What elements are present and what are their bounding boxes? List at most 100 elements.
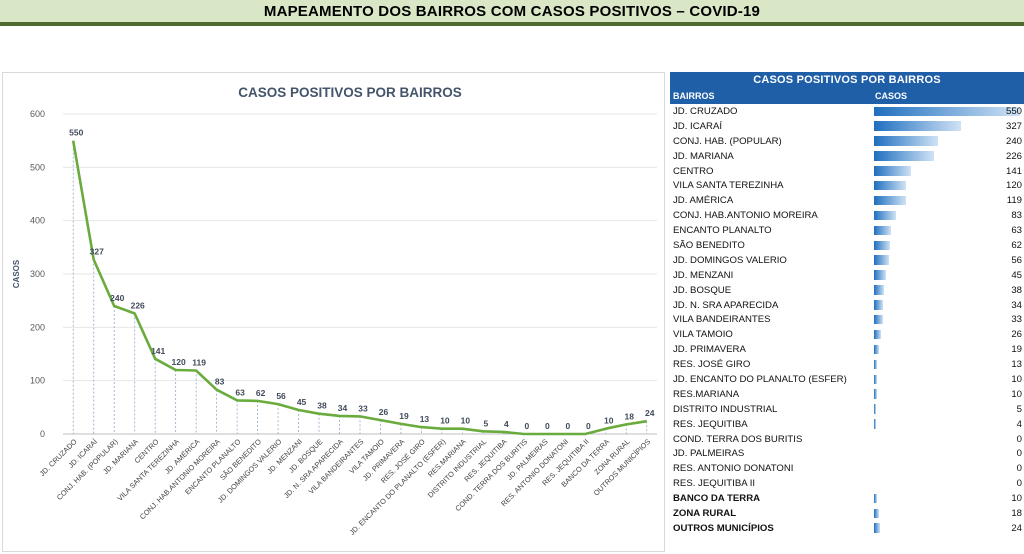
table-row: DISTRITO INDUSTRIAL 5	[670, 402, 1024, 417]
row-data-bar	[874, 225, 891, 236]
row-data-bar	[874, 180, 906, 191]
line-chart: CASOS POSITIVOS POR BAIRROSCASOS01002003…	[12, 85, 657, 537]
table-row: JD. BOSQUE 38	[670, 283, 1024, 298]
data-label: 45	[297, 397, 307, 407]
row-cases-value: 0	[1016, 463, 1022, 475]
row-bairro-name: JD. AMÉRICA	[673, 195, 734, 207]
row-data-bar	[874, 151, 934, 161]
series-line	[71, 140, 648, 436]
table-row: JD. PRIMAVERA 19	[670, 342, 1024, 357]
chart-title: CASOS POSITIVOS POR BAIRROS	[238, 85, 462, 100]
row-cases-value: 550	[1005, 106, 1022, 117]
table-row: RES.MARIANA 10	[670, 387, 1024, 402]
row-data-bar	[874, 374, 877, 385]
table-row: JD. N. SRA APARECIDA 34	[670, 298, 1024, 313]
row-bairro-name: CENTRO	[673, 165, 714, 177]
row-bairro-name: JD. CRUZADO	[673, 106, 738, 117]
data-label: 18	[625, 411, 635, 421]
row-bairro-name: RES. JEQUITIBA II	[673, 478, 756, 490]
table-row: RES. JOSÉ GIRO 13	[670, 357, 1024, 372]
data-label: 34	[338, 403, 348, 413]
row-cases-value: 141	[1005, 165, 1022, 177]
data-label: 5	[484, 418, 489, 428]
table-row: VILA TAMOIO 26	[670, 327, 1024, 342]
row-cases-value: 34	[1011, 299, 1022, 311]
row-cases-value: 5	[1016, 403, 1022, 415]
row-cases-value: 63	[1011, 225, 1022, 237]
data-label: 0	[524, 421, 529, 431]
table-row: JD. MARIANA 226	[670, 149, 1024, 164]
row-data-bar	[874, 106, 1020, 116]
row-cases-value: 119	[1006, 195, 1022, 207]
table-row: RES. JEQUITIBA II 0	[670, 476, 1024, 491]
row-bairro-name: JD. PALMEIRAS	[673, 448, 745, 460]
data-label: 33	[358, 403, 368, 413]
data-label: 4	[504, 419, 509, 429]
y-axis-label: CASOS	[12, 259, 21, 288]
data-label: 141	[151, 346, 165, 356]
row-data-bar	[874, 270, 886, 280]
data-label: 0	[565, 421, 570, 431]
data-label: 10	[604, 416, 614, 426]
row-data-bar	[874, 508, 879, 519]
row-data-bar	[874, 523, 881, 533]
row-cases-value: 24	[1011, 522, 1022, 534]
row-cases-value: 226	[1005, 150, 1022, 162]
data-label: 24	[645, 408, 655, 418]
data-label: 120	[172, 357, 186, 367]
row-data-bar	[874, 359, 878, 370]
data-label: 226	[131, 300, 145, 310]
row-cases-value: 120	[1005, 180, 1022, 192]
row-bairro-name: ENCANTO PLANALTO	[673, 225, 772, 237]
row-cases-value: 10	[1011, 493, 1022, 505]
row-bairro-name: CONJ. HAB. (POPULAR)	[673, 135, 782, 147]
row-data-bar	[874, 195, 906, 206]
table-row: COND. TERRA DOS BURITIS 0	[670, 432, 1024, 447]
table-row: RES. JEQUITIBA 4	[670, 417, 1024, 432]
data-label: 327	[90, 247, 104, 257]
table-row: JD. ICARAÍ 327	[670, 119, 1024, 134]
table-body: JD. CRUZADO 550 JD. ICARAÍ 327 CONJ. HAB. (P…	[670, 104, 1024, 536]
row-cases-value: 0	[1016, 433, 1022, 445]
data-label: 38	[317, 401, 327, 411]
banner-title: MAPEAMENTO DOS BAIRROS COM CASOS POSITIV…	[263, 2, 761, 20]
table-row: JD. AMÉRICA 119	[670, 193, 1024, 208]
data-label: 119	[192, 358, 206, 368]
row-bairro-name: RES.MARIANA	[673, 388, 740, 400]
table-row: CONJ. HAB.ANTONIO MOREIRA 83	[670, 208, 1024, 223]
row-cases-value: 0	[1016, 478, 1022, 490]
row-data-bar	[874, 493, 877, 504]
data-label: 83	[215, 377, 225, 387]
row-bairro-name: RES. JOSÉ GIRO	[673, 359, 751, 371]
row-data-bar	[874, 419, 876, 429]
row-cases-value: 83	[1011, 210, 1022, 222]
data-label: 63	[235, 387, 245, 397]
row-bairro-name: SÃO BENEDITO	[673, 240, 745, 252]
row-data-bar	[874, 255, 889, 265]
table-row: VILA SANTA TEREZINHA 120	[670, 178, 1024, 193]
col-header-bairros: BAIRROS	[673, 91, 715, 101]
table-row: JD. PALMEIRAS 0	[670, 446, 1024, 461]
row-bairro-name: OUTROS MUNICÍPIOS	[673, 522, 774, 534]
data-label: 0	[586, 421, 591, 431]
row-cases-value: 240	[1005, 135, 1022, 147]
row-cases-value: 4	[1016, 418, 1022, 430]
row-bairro-name: COND. TERRA DOS BURITIS	[673, 433, 803, 445]
y-tick-label: 500	[30, 162, 45, 172]
row-bairro-name: CONJ. HAB.ANTONIO MOREIRA	[673, 210, 818, 222]
data-label: 550	[69, 128, 83, 138]
row-cases-value: 26	[1011, 329, 1022, 341]
table-row: VILA BANDEIRANTES 33	[670, 312, 1024, 327]
table-row: SÃO BENEDITO 62	[670, 238, 1024, 253]
row-bairro-name: JD. PRIMAVERA	[673, 344, 746, 356]
row-cases-value: 327	[1005, 120, 1022, 132]
y-tick-label: 300	[30, 269, 45, 279]
row-cases-value: 19	[1011, 344, 1022, 356]
data-label: 0	[545, 421, 550, 431]
row-cases-value: 10	[1011, 388, 1022, 400]
table-row: RES. ANTONIO DONATONI 0	[670, 461, 1024, 476]
row-data-bar	[874, 300, 884, 310]
row-data-bar	[874, 136, 938, 146]
row-data-bar	[874, 329, 881, 340]
row-bairro-name: JD. N. SRA APARECIDA	[673, 299, 779, 311]
